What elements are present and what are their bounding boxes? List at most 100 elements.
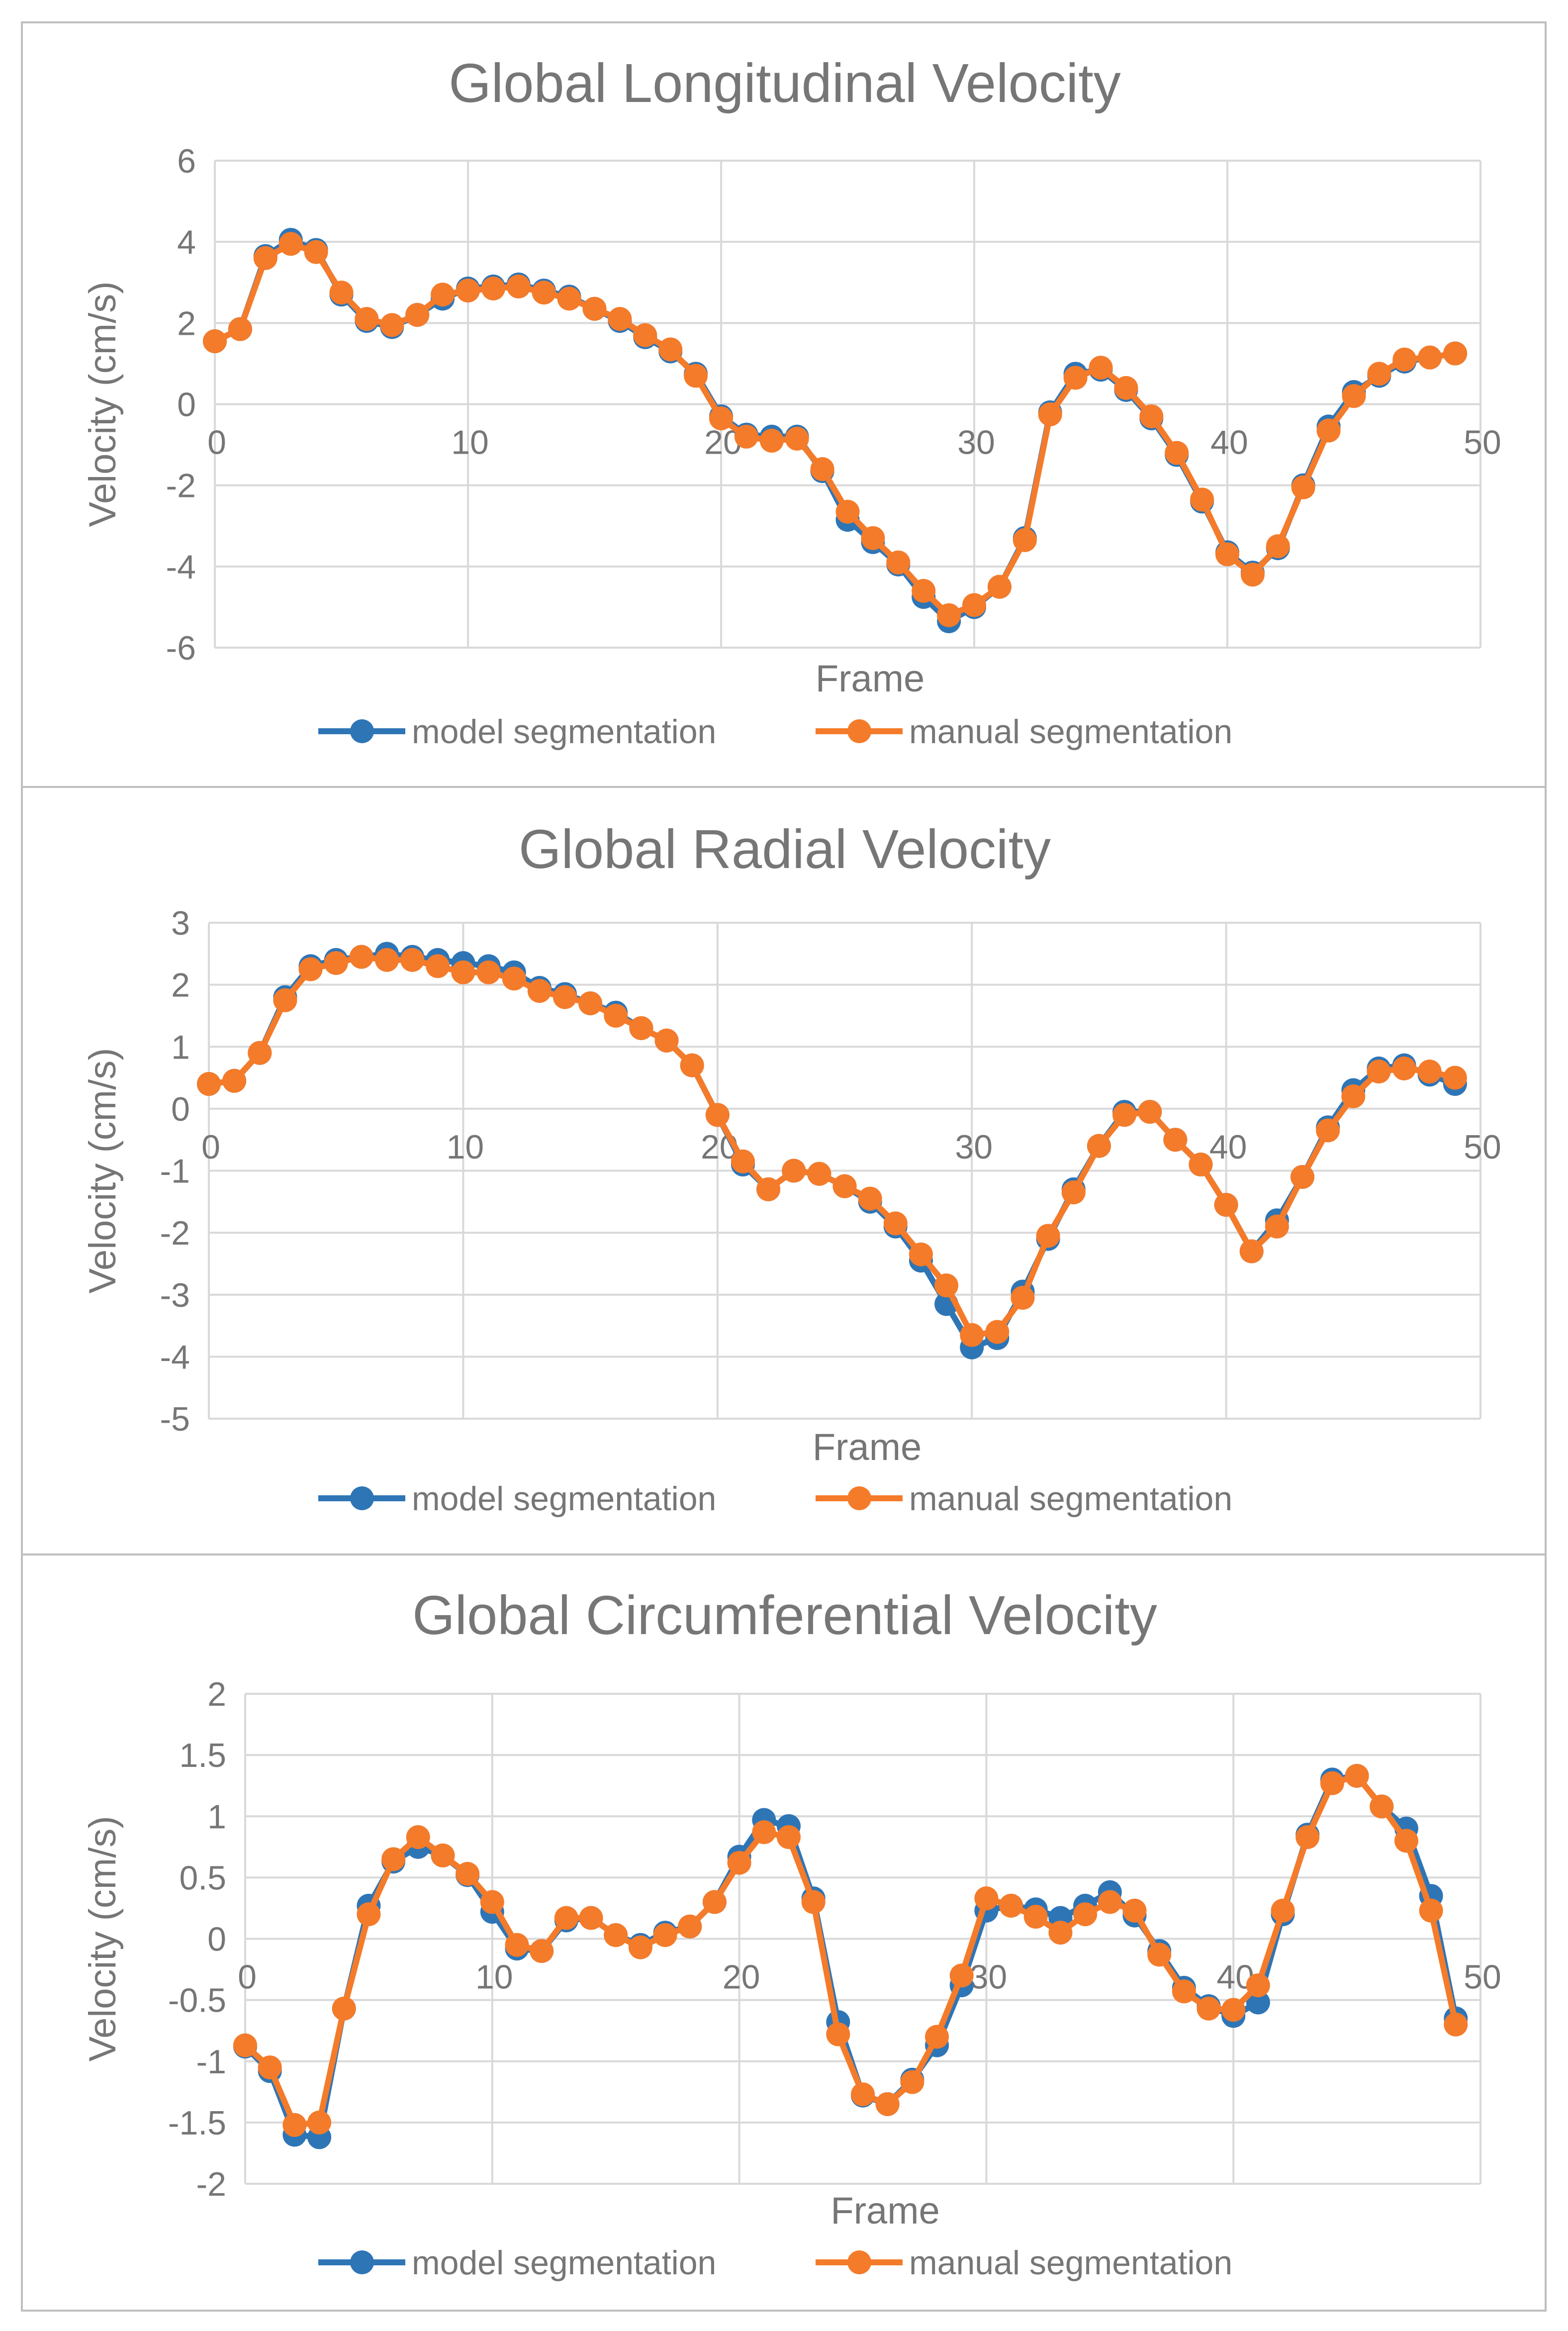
data-point xyxy=(1316,1118,1340,1143)
data-point xyxy=(1163,1128,1188,1152)
data-point xyxy=(858,1186,882,1211)
y-tick-label: 4 xyxy=(177,223,196,261)
data-point xyxy=(785,426,809,451)
x-tick-label: 40 xyxy=(1209,1128,1247,1166)
data-point xyxy=(197,1072,221,1096)
data-point xyxy=(298,957,323,981)
chart-panel-circumferential: Global Circumferential Velocity -2 -1.5 -1 -… xyxy=(21,1554,1547,2312)
x-tick-label: 50 xyxy=(1464,1958,1501,1996)
data-point xyxy=(909,1242,933,1266)
data-point xyxy=(1291,475,1315,499)
series-manual-segmentation xyxy=(233,1763,1468,2137)
y-tick-label: 0 xyxy=(207,1921,226,1958)
data-point xyxy=(1139,404,1164,428)
data-point xyxy=(1189,1153,1213,1177)
data-point xyxy=(727,1850,751,1875)
data-point xyxy=(832,1174,857,1198)
data-point xyxy=(1265,1214,1289,1239)
data-point xyxy=(355,307,379,331)
x-tick-label: 50 xyxy=(1464,424,1501,462)
data-point xyxy=(332,1996,356,2021)
data-point xyxy=(752,1820,776,1845)
x-tick-label: 0 xyxy=(207,424,226,462)
x-axis-label: Frame xyxy=(813,1426,922,1468)
y-tick-label: -4 xyxy=(160,1338,190,1376)
data-point xyxy=(731,1149,755,1173)
chart-title: Global Circumferential Velocity xyxy=(412,1585,1157,1646)
data-point xyxy=(861,526,885,550)
data-point xyxy=(851,2082,875,2107)
data-point xyxy=(1048,1921,1073,1945)
data-point xyxy=(1011,1285,1035,1310)
data-point xyxy=(1221,1998,1246,2022)
y-tick-label: -2 xyxy=(166,467,196,505)
data-point xyxy=(1215,542,1239,567)
x-tick-label: 10 xyxy=(447,1128,484,1166)
y-axis-label: Velocity (cm/s) xyxy=(82,281,124,527)
data-point xyxy=(987,575,1012,599)
data-point xyxy=(1036,1224,1060,1248)
data-point xyxy=(506,274,531,298)
data-point xyxy=(678,1914,702,1939)
data-point xyxy=(1197,1996,1221,2021)
legend-marker xyxy=(847,719,871,743)
data-point xyxy=(400,948,425,972)
gridlines xyxy=(208,922,1481,1420)
data-point xyxy=(505,1933,529,1957)
data-point xyxy=(1444,2012,1468,2037)
data-point xyxy=(329,281,354,305)
x-tick-label: 10 xyxy=(451,424,489,462)
data-point xyxy=(1239,1239,1264,1263)
data-point xyxy=(1165,441,1189,465)
legend-marker xyxy=(847,2250,871,2274)
data-point xyxy=(883,1211,908,1236)
legend: model segmentation manual segmentation xyxy=(318,2244,1232,2282)
data-point xyxy=(782,1159,806,1183)
data-point xyxy=(653,1923,677,1947)
chart-panel-longitudinal: Global Longitudinal Velocity -6 -4 -2 0 2 4 6 0 1… xyxy=(21,21,1547,788)
data-point xyxy=(1367,362,1391,386)
y-tick-label: 0.5 xyxy=(179,1859,226,1897)
data-point xyxy=(307,2110,332,2135)
chart-title: Global Longitudinal Velocity xyxy=(449,53,1120,114)
data-point xyxy=(1271,1898,1295,1923)
data-point xyxy=(680,1053,704,1077)
data-point xyxy=(1345,1763,1369,1788)
data-point xyxy=(374,948,399,972)
data-point xyxy=(456,279,480,303)
chart-title: Global Radial Velocity xyxy=(519,819,1051,880)
legend-label: model segmentation xyxy=(412,1480,716,1518)
legend-item-manual: manual segmentation xyxy=(816,713,1232,751)
data-point xyxy=(554,1906,578,1930)
data-point xyxy=(1013,528,1037,552)
data-point xyxy=(1240,563,1265,587)
data-point xyxy=(629,1016,653,1040)
data-point xyxy=(1417,1060,1442,1084)
data-point xyxy=(1291,1165,1315,1189)
data-point xyxy=(1098,1890,1122,1914)
legend-item-model: model segmentation xyxy=(318,2244,716,2282)
data-point xyxy=(233,2033,257,2057)
data-point xyxy=(1114,376,1138,400)
data-point xyxy=(1073,1902,1098,1927)
x-axis-label: Frame xyxy=(816,658,925,700)
y-tick-label: 2 xyxy=(207,1675,226,1713)
data-point xyxy=(273,988,297,1012)
data-point xyxy=(1266,534,1290,559)
x-tick-label: 50 xyxy=(1464,1128,1501,1166)
panel-border xyxy=(21,1554,1547,2312)
y-tick-label: 1 xyxy=(171,1028,190,1066)
data-point xyxy=(431,1844,455,1868)
data-point xyxy=(705,1103,730,1127)
data-point xyxy=(1122,1898,1147,1923)
x-tick-label: 10 xyxy=(475,1958,513,1996)
data-point xyxy=(1418,345,1442,370)
x-tick-label: 20 xyxy=(723,1958,760,1996)
legend-marker xyxy=(350,719,374,743)
data-point xyxy=(579,1906,603,1930)
data-point xyxy=(633,323,657,347)
y-tick-label: -6 xyxy=(166,629,196,667)
data-point xyxy=(349,945,373,969)
data-point xyxy=(203,329,227,354)
data-point xyxy=(801,1890,826,1914)
